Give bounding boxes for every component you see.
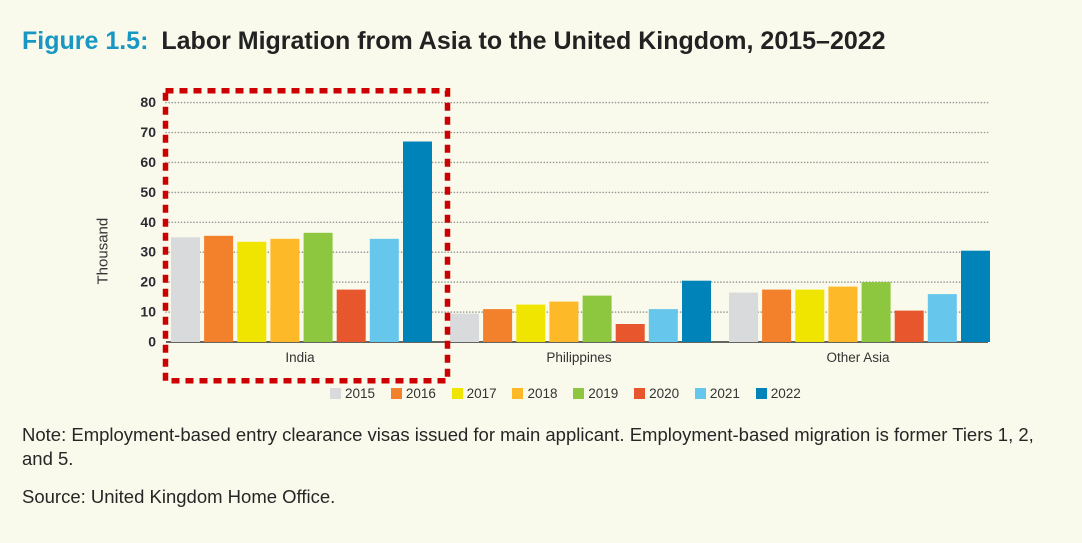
svg-text:Philippines: Philippines	[546, 350, 612, 365]
svg-text:40: 40	[140, 214, 156, 230]
svg-text:India: India	[285, 350, 315, 365]
svg-text:60: 60	[140, 154, 156, 170]
svg-text:10: 10	[140, 304, 156, 320]
svg-text:30: 30	[140, 244, 156, 260]
svg-text:20: 20	[140, 274, 156, 290]
svg-text:50: 50	[140, 184, 156, 200]
svg-text:80: 80	[140, 94, 156, 110]
svg-text:70: 70	[140, 124, 156, 140]
svg-text:Other Asia: Other Asia	[826, 350, 890, 365]
svg-text:0: 0	[148, 334, 156, 350]
